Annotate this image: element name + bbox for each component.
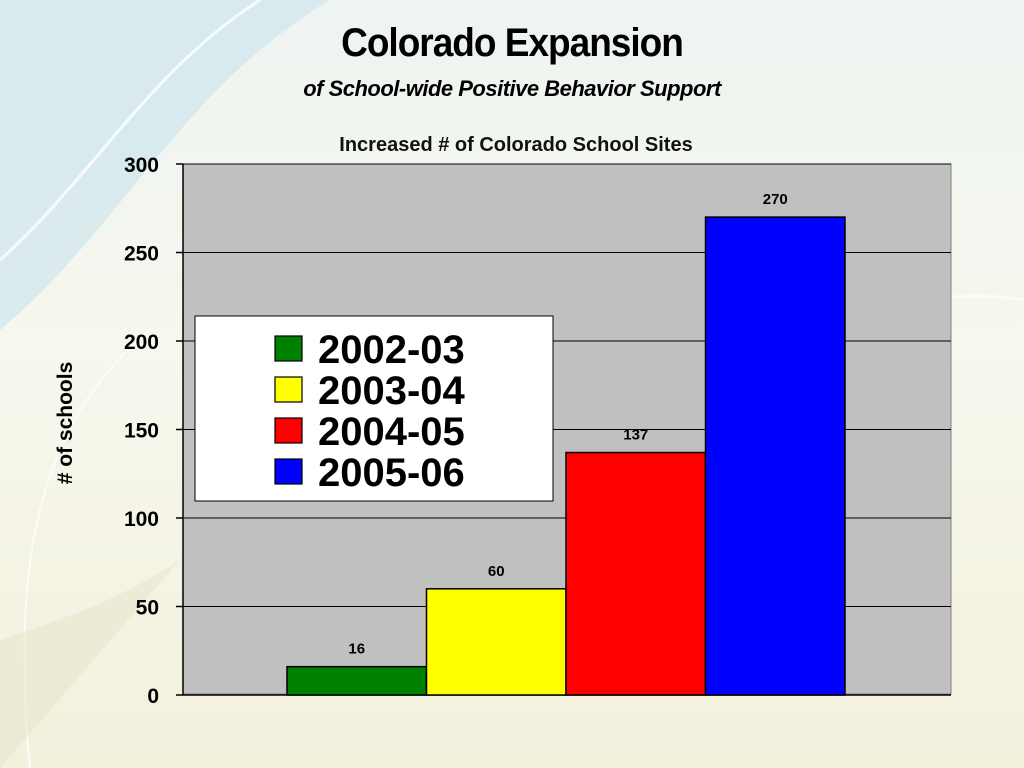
y-tick-label: 100 (124, 508, 159, 531)
y-axis-ticks: 0 50 100 150 200 250 300 (124, 154, 183, 708)
legend-swatch-2004-05 (274, 417, 303, 444)
legend-swatch-2005-06 (274, 458, 303, 485)
legend-swatch-2003-04 (274, 376, 303, 403)
data-label-2003-04: 60 (488, 563, 505, 580)
legend-label-2005-06: 2005-06 (318, 451, 465, 495)
bar-2002-03 (286, 665, 428, 696)
y-tick-label: 0 (147, 685, 159, 708)
data-label-2005-06: 270 (763, 191, 788, 208)
legend-box (194, 315, 554, 502)
data-label-2002-03: 16 (348, 641, 365, 658)
y-tick-label: 150 (124, 420, 159, 443)
legend-swatch-2002-03 (274, 335, 303, 362)
chart-title: Increased # of Colorado School Sites (339, 134, 692, 156)
legend-label-2003-04: 2003-04 (318, 369, 466, 413)
data-label-2004-05: 137 (623, 427, 648, 444)
bar-2005-06 (704, 216, 846, 696)
slide-title: Colorado Expansion (341, 20, 684, 65)
y-tick-label: 200 (124, 331, 159, 354)
y-tick-label: 250 (124, 243, 159, 266)
y-tick-label: 300 (124, 154, 159, 177)
bar-2004-05 (565, 451, 707, 696)
slide-subtitle: of School-wide Positive Behavior Support (303, 76, 721, 101)
legend-label-2002-03: 2002-03 (318, 328, 465, 372)
data-labels: 16 60 137 270 (348, 191, 787, 658)
y-tick-label: 50 (136, 597, 159, 620)
y-axis-title: # of schools (54, 362, 77, 485)
bar-2003-04 (425, 588, 567, 696)
bars (286, 216, 846, 696)
legend-label-2004-05: 2004-05 (318, 410, 465, 454)
